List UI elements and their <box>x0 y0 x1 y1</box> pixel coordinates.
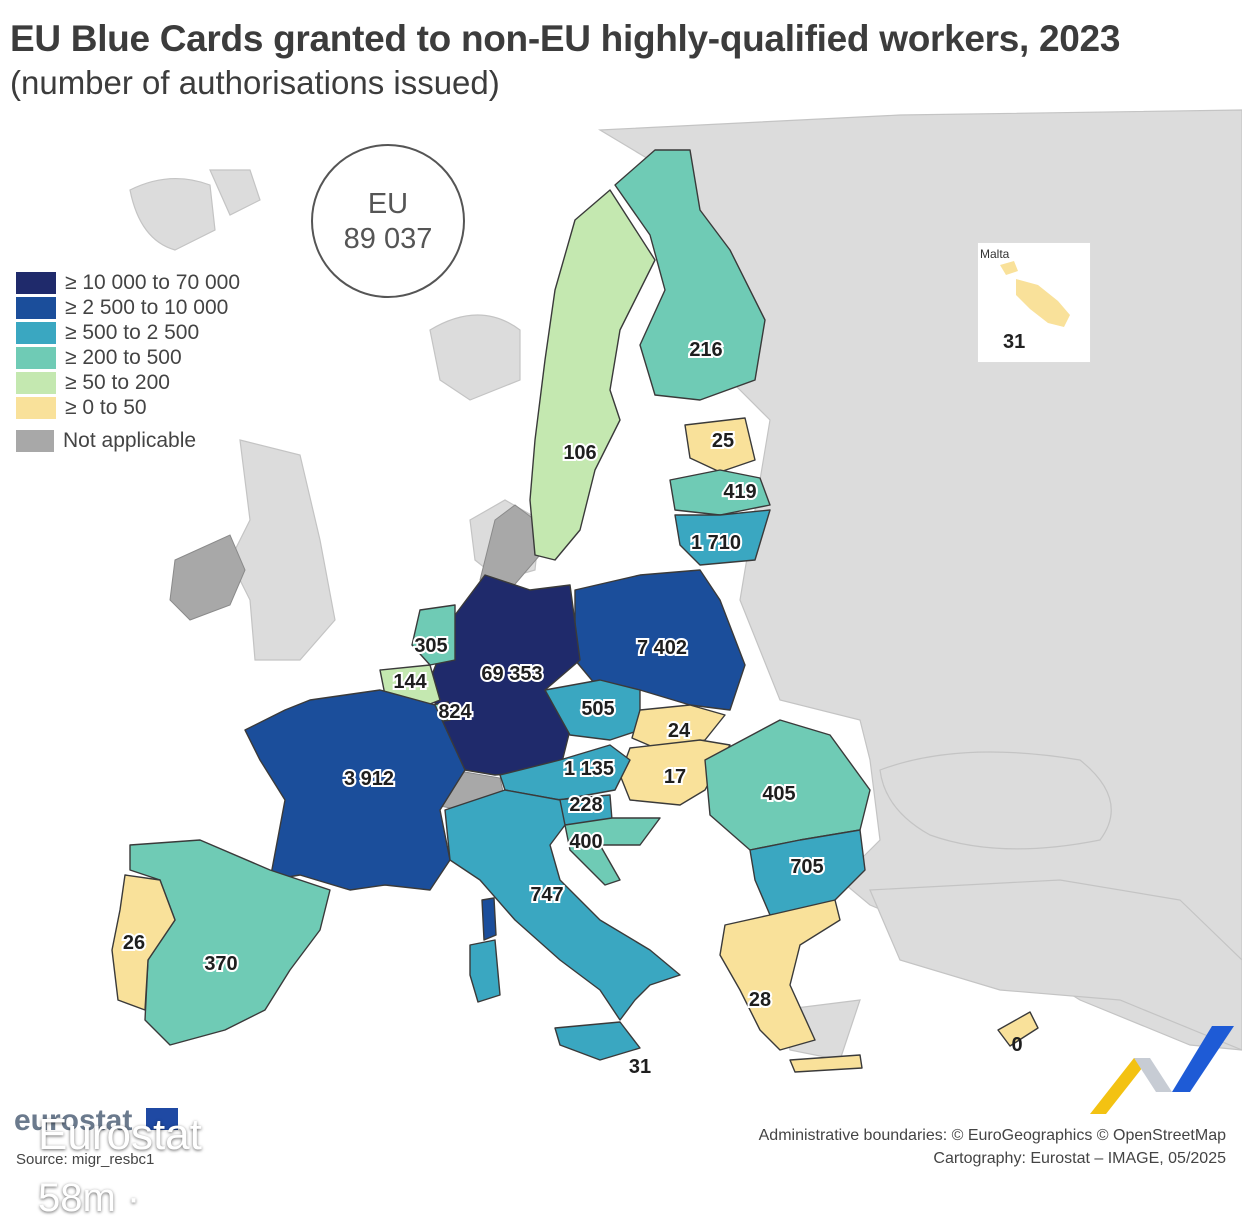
legend-item: ≥ 50 to 200 <box>16 370 240 395</box>
value-lithuania: 1 710 <box>691 532 741 554</box>
value-poland: 7 402 <box>637 637 687 659</box>
legend-item: ≥ 10 000 to 70 000 <box>16 270 240 295</box>
legend-swatch <box>16 271 56 294</box>
value-romania: 405 <box>762 783 795 805</box>
legend-label: ≥ 500 to 2 500 <box>65 320 200 344</box>
sicily-shape <box>554 1021 641 1061</box>
value-sweden: 106 <box>563 442 596 464</box>
legend-label: ≥ 200 to 500 <box>65 345 182 369</box>
netherlands-shape <box>411 604 456 666</box>
value-slovakia: 24 <box>668 720 691 742</box>
legend-swatch <box>16 371 56 394</box>
europe-map: 216 106 25 419 1 710 7 402 69 353 305 14… <box>111 109 1242 1078</box>
legend-label: ≥ 50 to 200 <box>65 370 170 394</box>
value-luxembourg: 824 <box>438 701 472 723</box>
legend-item: ≥ 0 to 50 <box>16 395 240 420</box>
eu-countries <box>111 149 1039 1073</box>
value-croatia: 400 <box>569 831 602 853</box>
globe-icon <box>191 1186 225 1220</box>
value-netherlands: 305 <box>414 635 447 657</box>
legend-label: Not applicable <box>63 428 197 452</box>
sardinia-shape <box>469 939 501 1003</box>
map-title: EU Blue Cards granted to non-EU highly-q… <box>10 18 1121 59</box>
legend-swatch <box>16 296 56 319</box>
eu-total-value: 89 037 <box>343 223 433 255</box>
slovakia-shape <box>631 704 726 751</box>
post-author-name[interactable]: Eurostat <box>38 1110 202 1159</box>
value-germany: 69 353 <box>481 663 542 685</box>
credits-boundaries: Administrative boundaries: © EuroGeograp… <box>758 1127 1226 1144</box>
legend-swatch <box>16 429 54 452</box>
cyprus-shape <box>997 1011 1039 1047</box>
source-note: Source: migr_resbc1 <box>16 1151 155 1168</box>
value-hungary: 17 <box>664 766 686 788</box>
value-portugal: 26 <box>123 932 145 954</box>
legend-item: Not applicable <box>16 428 240 453</box>
corsica-shape <box>481 897 497 941</box>
malta-inset-value: 31 <box>1003 331 1026 353</box>
sweden-shape <box>529 189 656 561</box>
value-austria: 1 135 <box>564 758 614 780</box>
value-slovenia: 228 <box>569 794 602 816</box>
legend-swatch <box>16 396 56 419</box>
poland-shape <box>574 569 746 711</box>
legend-item: ≥ 200 to 500 <box>16 345 240 370</box>
country-value-labels: 216 106 25 419 1 710 7 402 69 353 305 14… <box>121 337 1023 1078</box>
value-france: 3 912 <box>344 768 394 790</box>
legend-label: ≥ 10 000 to 70 000 <box>65 270 241 294</box>
legend-label: ≥ 0 to 50 <box>65 395 147 419</box>
estonia-shape <box>684 417 756 473</box>
latvia-shape <box>669 469 771 516</box>
value-belgium: 144 <box>393 671 427 693</box>
value-spain: 370 <box>204 953 237 975</box>
post-timestamp: 58m · <box>38 1176 141 1220</box>
value-bulgaria: 705 <box>790 856 823 878</box>
italy-shape <box>444 789 681 1021</box>
value-cyprus: 0 <box>1011 1034 1022 1056</box>
value-estonia: 25 <box>712 430 734 452</box>
greece-shape <box>719 899 841 1051</box>
eurostat-stripes-icon <box>1090 1026 1234 1114</box>
legend-label: ≥ 2 500 to 10 000 <box>65 295 229 319</box>
eu-total-label: EU <box>367 188 409 220</box>
legend-item: ≥ 500 to 2 500 <box>16 320 240 345</box>
portugal-shape <box>111 874 176 1011</box>
map-legend: ≥ 10 000 to 70 000 ≥ 2 500 to 10 000 ≥ 5… <box>16 270 240 453</box>
malta-inset-name: Malta <box>980 247 1010 261</box>
lithuania-shape <box>674 509 771 566</box>
crete-shape <box>789 1054 863 1073</box>
legend-item: ≥ 2 500 to 10 000 <box>16 295 240 320</box>
eu-total-circle: EU 89 037 <box>311 144 465 298</box>
hungary-shape <box>619 739 731 806</box>
bulgaria-shape <box>749 829 866 916</box>
eu-flag-icon <box>146 1108 178 1130</box>
legend-swatch <box>16 346 56 369</box>
ireland-shape <box>169 534 246 621</box>
value-malta-south: 31 <box>629 1056 651 1078</box>
eurostat-logo: eurostat <box>14 1104 133 1137</box>
france-shape <box>244 689 466 891</box>
value-finland: 216 <box>689 339 722 361</box>
map-subtitle: (number of authorisations issued) <box>10 64 500 101</box>
legend-swatch <box>16 321 56 344</box>
value-czechia: 505 <box>581 698 614 720</box>
value-latvia: 419 <box>723 481 756 503</box>
croatia-shape <box>564 817 661 886</box>
finland-shape <box>614 149 766 401</box>
malta-inset: Malta 31 <box>977 242 1091 363</box>
malta-shape <box>1000 261 1070 327</box>
value-italy: 747 <box>530 884 563 906</box>
credits-cartography: Cartography: Eurostat – IMAGE, 05/2025 <box>933 1150 1226 1167</box>
value-greece: 28 <box>749 989 771 1011</box>
